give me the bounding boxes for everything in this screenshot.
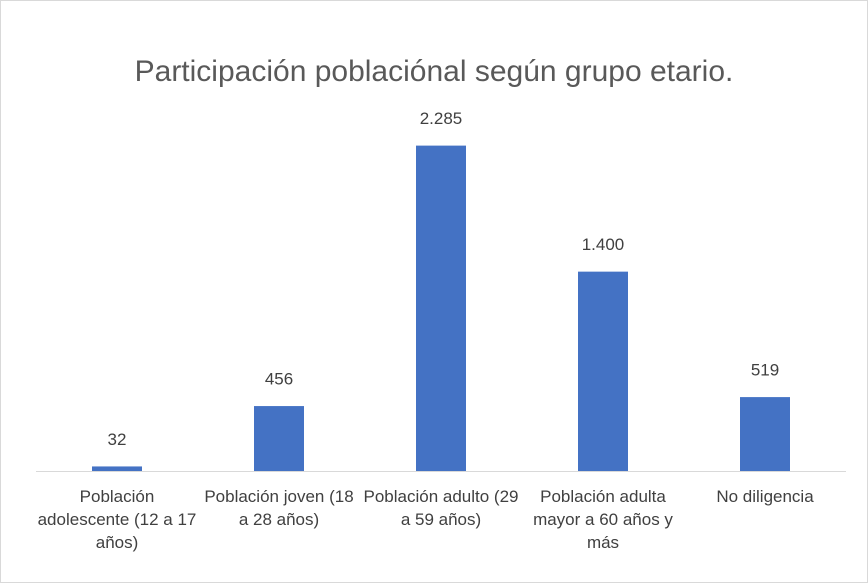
data-label: 519 [751, 361, 779, 380]
bar [92, 466, 142, 471]
data-label: 2.285 [420, 109, 463, 128]
x-tick-label: Población adulto (29 a 59 años) [363, 487, 519, 529]
data-label: 456 [265, 370, 293, 389]
chart-title: Participación poblaciónal según grupo et… [135, 55, 734, 88]
x-tick-label: No diligencia [716, 487, 814, 506]
data-label: 32 [108, 430, 127, 449]
x-tick-label: Población adulta mayor a 60 años y más [533, 487, 673, 552]
bar [416, 145, 466, 471]
x-tick-label: Población adolescente (12 a 17 años) [37, 487, 197, 552]
bar [740, 397, 790, 471]
bar [578, 271, 628, 471]
x-tick-label: Población joven (18 a 28 años) [204, 487, 354, 529]
bar [254, 406, 304, 471]
data-label: 1.400 [582, 235, 625, 254]
